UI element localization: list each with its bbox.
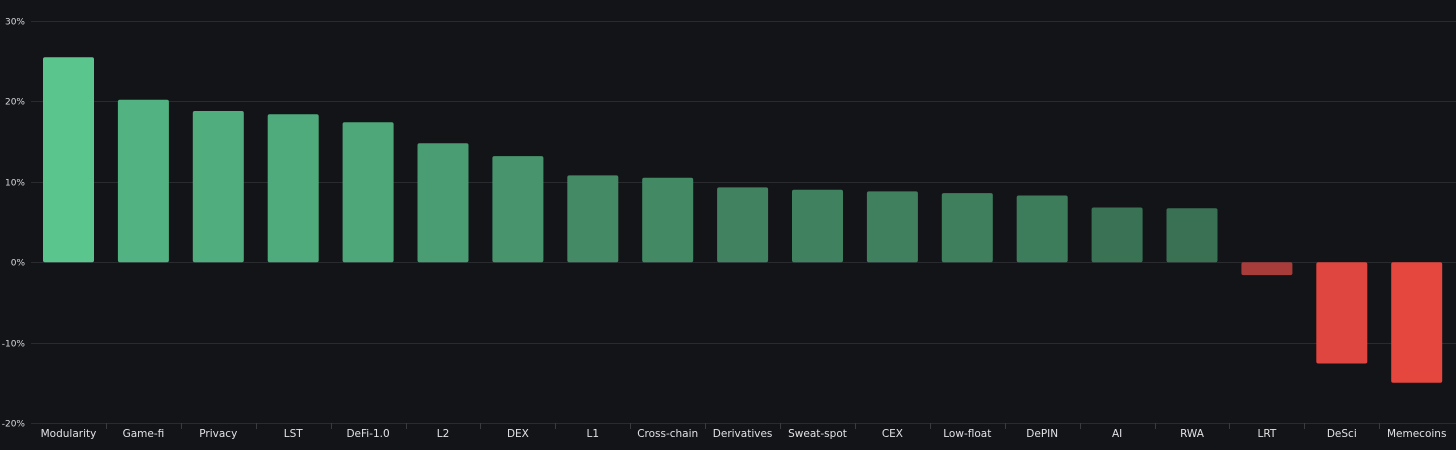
y-tick-label: -10%: [2, 340, 26, 350]
bar-ai: [1091, 207, 1143, 263]
bar-derivatives: [717, 187, 769, 263]
y-tick-label: -20%: [2, 420, 26, 430]
x-tick-label: Derivatives: [713, 428, 773, 440]
bar-lrt: [1241, 262, 1293, 276]
y-tick-label: 30%: [5, 18, 25, 28]
y-axis-ticks: 30% 20% 10% 0% -10% -20%: [2, 18, 26, 430]
bar-memecoins: [1391, 262, 1443, 383]
x-tick-label: AI: [1112, 428, 1122, 440]
x-tick-label: Privacy: [199, 428, 237, 440]
x-tick-label: Memecoins: [1387, 428, 1446, 440]
bar-desci: [1316, 262, 1368, 364]
x-tick-label: Modularity: [41, 428, 97, 440]
bar-rwa: [1166, 208, 1218, 263]
x-tick-label: LRT: [1258, 428, 1277, 440]
x-tick-label: DeSci: [1327, 428, 1357, 440]
bar-sweat-spot: [792, 189, 843, 263]
bar-low-float: [941, 193, 993, 263]
x-tick-label: L2: [437, 428, 450, 440]
bar-depin: [1016, 195, 1068, 263]
bar-privacy: [192, 111, 244, 263]
bar-defi-1-0: [342, 122, 394, 263]
x-tick-label: CEX: [882, 428, 903, 440]
x-tick-label: DEX: [507, 428, 529, 440]
bar-cross-chain: [642, 177, 694, 263]
x-tick-label: DeFi-1.0: [346, 428, 389, 440]
bar-l1: [567, 175, 619, 263]
x-tick-label: L1: [587, 428, 600, 440]
y-tick-label: 10%: [5, 179, 25, 189]
bar-game-fi: [117, 99, 169, 263]
x-axis-ticks: Modularity Game-fi Privacy LST DeFi-1.0 L2 DEX…: [41, 423, 1446, 440]
bars: [43, 57, 1443, 383]
x-tick-label: Cross-chain: [637, 428, 698, 440]
bar-l2: [417, 143, 469, 263]
bar-modularity: [43, 57, 94, 263]
y-tick-label: 20%: [5, 98, 25, 108]
bar-dex: [492, 156, 544, 263]
bar-cex: [866, 191, 918, 263]
bar-lst: [267, 114, 319, 263]
y-tick-label: 0%: [11, 259, 26, 269]
x-tick-label: LST: [284, 428, 304, 440]
x-tick-label: Game-fi: [123, 428, 165, 440]
x-tick-label: RWA: [1180, 428, 1205, 440]
x-tick-label: DePIN: [1026, 428, 1058, 440]
x-tick-label: Low-float: [943, 428, 991, 440]
x-tick-label: Sweat-spot: [788, 428, 847, 440]
